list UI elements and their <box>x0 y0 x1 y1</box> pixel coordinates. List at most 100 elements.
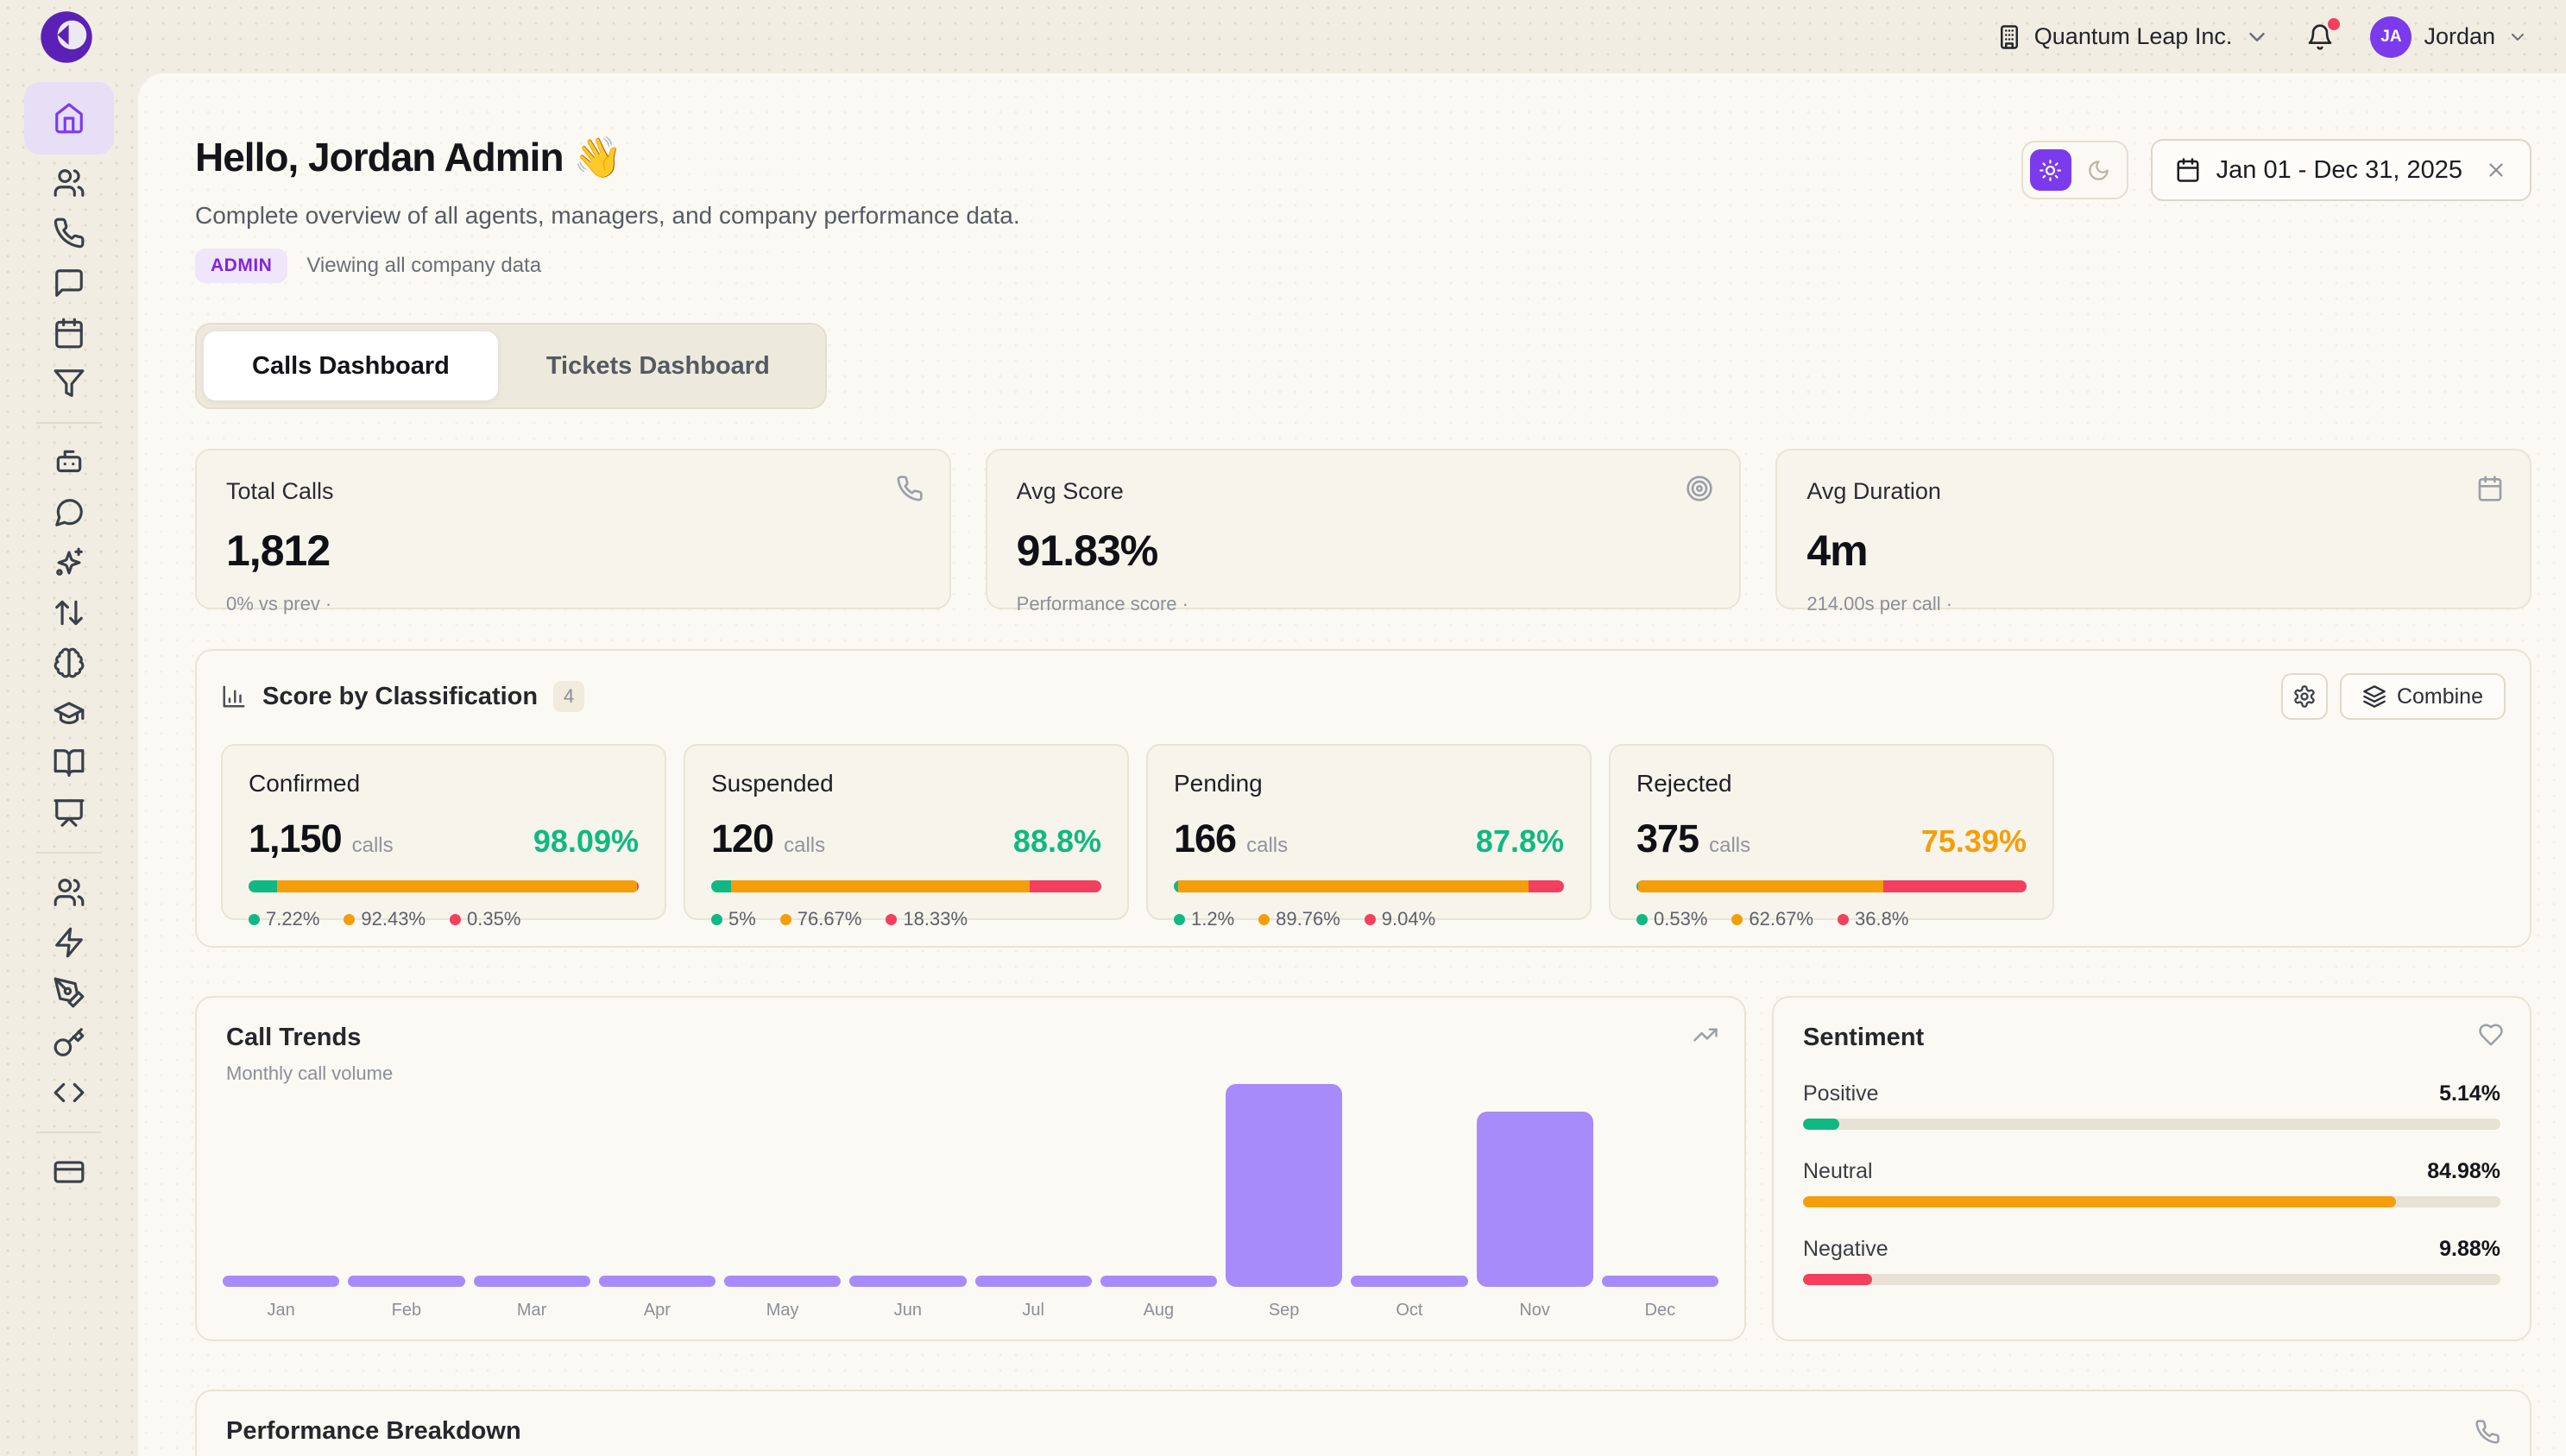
bar-column-jul: Jul <box>974 1276 1092 1320</box>
bar-segment-0 <box>1636 880 1639 892</box>
sidebar-item-billing[interactable] <box>24 1147 114 1197</box>
clear-date-icon[interactable] <box>2485 159 2507 181</box>
app-logo-icon[interactable] <box>40 10 93 64</box>
page-subtitle: Complete overview of all agents, manager… <box>195 202 1020 229</box>
bar-column-oct: Oct <box>1351 1276 1468 1320</box>
sidebar-item-calls[interactable] <box>24 208 114 258</box>
bar-may <box>724 1276 842 1287</box>
theme-toggle[interactable] <box>2021 141 2128 199</box>
sentiment-fill <box>1803 1196 2396 1207</box>
tab-calls-dashboard[interactable]: Calls Dashboard <box>204 331 498 400</box>
sidebar-item-chat[interactable] <box>24 488 114 538</box>
classification-card-pending: Pending 166 calls 87.8% 1.2% 89.76% 9.04… <box>1146 744 1592 930</box>
sidebar-item-design[interactable] <box>24 968 114 1018</box>
middle-row: Call Trends Monthly call volume Jan Feb Ma… <box>195 996 2531 1341</box>
classification-card-rejected: Rejected 375 calls 75.39% 0.53% 62.67% 3… <box>1609 744 2054 930</box>
sidebar-item-bot[interactable] <box>24 438 114 488</box>
sidebar-item-filters[interactable] <box>24 358 114 408</box>
sparkles-icon <box>53 546 85 579</box>
zap-icon <box>53 926 85 959</box>
user-menu[interactable]: JA Jordan <box>2370 16 2528 58</box>
bar-column-jan: Jan <box>223 1276 340 1320</box>
red-dot <box>886 913 898 925</box>
green-dot <box>249 913 260 925</box>
stat-label: Avg Duration <box>1806 478 1941 504</box>
users-icon <box>53 167 85 199</box>
date-range-picker[interactable]: Jan 01 - Dec 31, 2025 <box>2150 139 2531 201</box>
bar-aug <box>1100 1276 1217 1287</box>
company-switcher[interactable]: Quantum Leap Inc. <box>1996 23 2271 50</box>
tab-tickets-dashboard[interactable]: Tickets Dashboard <box>545 351 770 380</box>
sidebar-item-ai[interactable] <box>24 538 114 588</box>
legend-value: 62.67% <box>1749 908 1814 930</box>
classification-score: 88.8% <box>1012 823 1101 859</box>
sidebar-item-training[interactable] <box>24 688 114 738</box>
sidebar-item-presentations[interactable] <box>24 788 114 838</box>
stat-card-avg-duration: Avg Duration 4m 214.00s per call · <box>1775 449 2531 615</box>
sidebar-item-library[interactable] <box>24 738 114 788</box>
performance-title: Performance Breakdown <box>226 1417 521 1445</box>
sidebar-item-users[interactable] <box>24 158 114 208</box>
sentiment-row-negative: Negative 9.88% <box>1803 1237 2500 1285</box>
sentiment-value: 84.98% <box>2427 1159 2500 1183</box>
green-dot <box>1174 913 1185 925</box>
home-icon <box>53 102 85 135</box>
x-axis-label-jun: Jun <box>893 1301 922 1320</box>
x-axis-label-dec: Dec <box>1644 1301 1676 1320</box>
call-trends-bars: Jan Feb Mar Apr May Jun Jul Aug Sep Oct Nov Dec <box>223 1084 1718 1320</box>
dark-mode-button[interactable] <box>2078 149 2120 191</box>
sentiment-track <box>1803 1196 2500 1207</box>
bar-segment-2 <box>1529 880 1564 892</box>
classification-cards: Confirmed 1,150 calls 98.09% 7.22% 92.43… <box>221 744 2506 930</box>
legend-value: 1.2% <box>1191 908 1235 930</box>
sidebar-item-messages[interactable] <box>24 258 114 308</box>
classification-unit: calls <box>1709 834 1751 857</box>
call-trends-card: Call Trends Monthly call volume Jan Feb Ma… <box>195 996 1746 1341</box>
bar-segment-0 <box>711 880 731 892</box>
legend-value: 0.35% <box>467 908 521 930</box>
sidebar-item-team[interactable] <box>24 867 114 917</box>
combine-button[interactable]: Combine <box>2339 673 2506 720</box>
presentation-icon <box>53 797 85 829</box>
stats-row: Total Calls 1,812 0% vs prev · Avg Score… <box>195 449 2531 615</box>
sidebar-item-transfers[interactable] <box>24 588 114 638</box>
sidebar-divider <box>36 1131 102 1133</box>
chevron-down-icon <box>2244 24 2270 50</box>
bar-column-mar: Mar <box>473 1276 590 1320</box>
sidebar-item-developer[interactable] <box>24 1068 114 1118</box>
legend-value: 7.22% <box>266 908 320 930</box>
stat-label: Avg Score <box>1016 478 1124 504</box>
role-row: ADMIN Viewing all company data <box>195 249 1020 283</box>
light-mode-button[interactable] <box>2029 149 2071 191</box>
legend-value: 0.53% <box>1654 908 1708 930</box>
stat-value: 91.83% <box>1016 526 1159 575</box>
graduation-cap-icon <box>53 696 85 729</box>
heart-icon <box>2478 1022 2504 1048</box>
bar-column-dec: Dec <box>1601 1276 1718 1320</box>
brain-icon <box>53 646 85 679</box>
arrows-up-down-icon <box>53 596 85 629</box>
classification-name: Pending <box>1174 770 1263 797</box>
score-by-classification-panel: Score by Classification 4 Combine Confir… <box>195 649 2531 948</box>
sentiment-value: 5.14% <box>2439 1081 2500 1106</box>
classification-settings-button[interactable] <box>2280 673 2328 720</box>
building-icon <box>1996 24 2022 50</box>
notifications-button[interactable] <box>2306 17 2341 51</box>
classification-legend: 7.22% 92.43% 0.35% <box>249 908 639 930</box>
sentiment-track <box>1803 1119 2500 1130</box>
sidebar-item-intelligence[interactable] <box>24 638 114 688</box>
page-header-left: Hello, Jordan Admin 👋 Complete overview … <box>195 134 1020 283</box>
bar-segment-2 <box>637 880 639 892</box>
legend-value: 5% <box>728 908 756 930</box>
classification-progress-bar <box>711 880 1101 892</box>
bar-segment-1 <box>730 880 1031 892</box>
sentiment-title: Sentiment <box>1803 1024 1925 1051</box>
bar-chart-icon <box>221 684 247 709</box>
sidebar-item-home[interactable] <box>24 82 114 154</box>
user-name: Jordan <box>2424 23 2495 49</box>
message-square-icon <box>53 267 85 299</box>
sidebar-item-automations[interactable] <box>24 917 114 968</box>
bar-column-sep: Sep <box>1226 1084 1343 1320</box>
sidebar-item-calendar[interactable] <box>24 308 114 358</box>
sidebar-item-access[interactable] <box>24 1018 114 1068</box>
